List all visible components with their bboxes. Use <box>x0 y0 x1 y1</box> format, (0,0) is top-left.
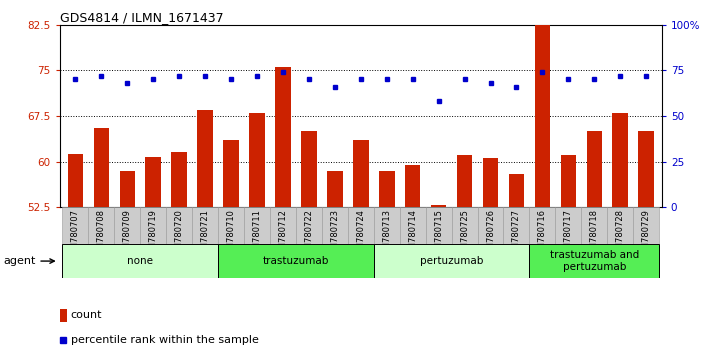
Bar <box>218 207 244 244</box>
Bar <box>534 16 551 207</box>
Bar <box>483 159 498 207</box>
Bar <box>451 207 477 244</box>
Text: GSM780716: GSM780716 <box>538 209 547 260</box>
Bar <box>249 113 265 207</box>
Bar <box>223 140 239 207</box>
Text: GSM780712: GSM780712 <box>279 209 287 260</box>
Bar <box>171 153 187 207</box>
Text: GSM780708: GSM780708 <box>97 209 106 260</box>
Bar <box>353 140 369 207</box>
Bar <box>146 157 161 207</box>
Bar <box>379 171 394 207</box>
Bar <box>140 207 166 244</box>
Bar <box>457 155 472 207</box>
Bar <box>560 155 576 207</box>
Bar <box>529 207 555 244</box>
Bar <box>612 113 628 207</box>
Text: GSM780717: GSM780717 <box>564 209 573 260</box>
Text: GSM780726: GSM780726 <box>486 209 495 260</box>
Text: GSM780713: GSM780713 <box>382 209 391 260</box>
Bar <box>275 67 291 207</box>
Text: GSM780720: GSM780720 <box>175 209 184 260</box>
Bar <box>509 174 524 207</box>
Text: GSM780724: GSM780724 <box>356 209 365 260</box>
Bar <box>503 207 529 244</box>
Text: GSM780727: GSM780727 <box>512 209 521 260</box>
Bar <box>431 205 446 207</box>
Text: GSM780714: GSM780714 <box>408 209 417 260</box>
Bar <box>327 171 343 207</box>
Text: GSM780722: GSM780722 <box>304 209 313 260</box>
Bar <box>586 131 602 207</box>
Bar <box>192 207 218 244</box>
Text: GSM780725: GSM780725 <box>460 209 469 260</box>
Text: GSM780728: GSM780728 <box>616 209 624 260</box>
Text: trastuzumab: trastuzumab <box>263 256 329 266</box>
Text: none: none <box>127 256 153 266</box>
Bar <box>374 207 400 244</box>
Text: GSM780715: GSM780715 <box>434 209 443 260</box>
Bar <box>218 244 374 278</box>
Bar <box>529 244 659 278</box>
Bar <box>60 309 67 322</box>
Text: pertuzumab: pertuzumab <box>420 256 483 266</box>
Text: percentile rank within the sample: percentile rank within the sample <box>70 335 258 346</box>
Bar <box>296 207 322 244</box>
Text: GSM780711: GSM780711 <box>253 209 261 260</box>
Text: agent: agent <box>3 256 54 266</box>
Bar <box>114 207 140 244</box>
Text: GSM780721: GSM780721 <box>201 209 210 260</box>
Bar <box>244 207 270 244</box>
Text: GSM780729: GSM780729 <box>641 209 650 260</box>
Text: GSM780723: GSM780723 <box>330 209 339 260</box>
Bar <box>608 207 633 244</box>
Bar <box>120 171 135 207</box>
Text: count: count <box>70 310 102 320</box>
Bar <box>94 128 109 207</box>
Text: trastuzumab and
pertuzumab: trastuzumab and pertuzumab <box>550 250 639 272</box>
Bar <box>348 207 374 244</box>
Bar <box>322 207 348 244</box>
Bar <box>405 165 420 207</box>
Bar <box>197 110 213 207</box>
Bar <box>270 207 296 244</box>
Bar <box>555 207 582 244</box>
Bar <box>374 244 529 278</box>
Bar <box>68 154 83 207</box>
Text: GSM780719: GSM780719 <box>149 209 158 260</box>
Bar <box>166 207 192 244</box>
Text: GSM780709: GSM780709 <box>122 209 132 260</box>
Bar <box>63 244 218 278</box>
Bar <box>89 207 114 244</box>
Bar <box>639 131 654 207</box>
Bar <box>400 207 426 244</box>
Bar <box>633 207 659 244</box>
Text: GSM780710: GSM780710 <box>227 209 236 260</box>
Bar <box>301 131 317 207</box>
Bar <box>477 207 503 244</box>
Bar <box>63 207 89 244</box>
Bar <box>426 207 451 244</box>
Text: GSM780718: GSM780718 <box>590 209 599 260</box>
Bar <box>582 207 608 244</box>
Text: GSM780707: GSM780707 <box>71 209 80 260</box>
Text: GDS4814 / ILMN_1671437: GDS4814 / ILMN_1671437 <box>60 11 223 24</box>
